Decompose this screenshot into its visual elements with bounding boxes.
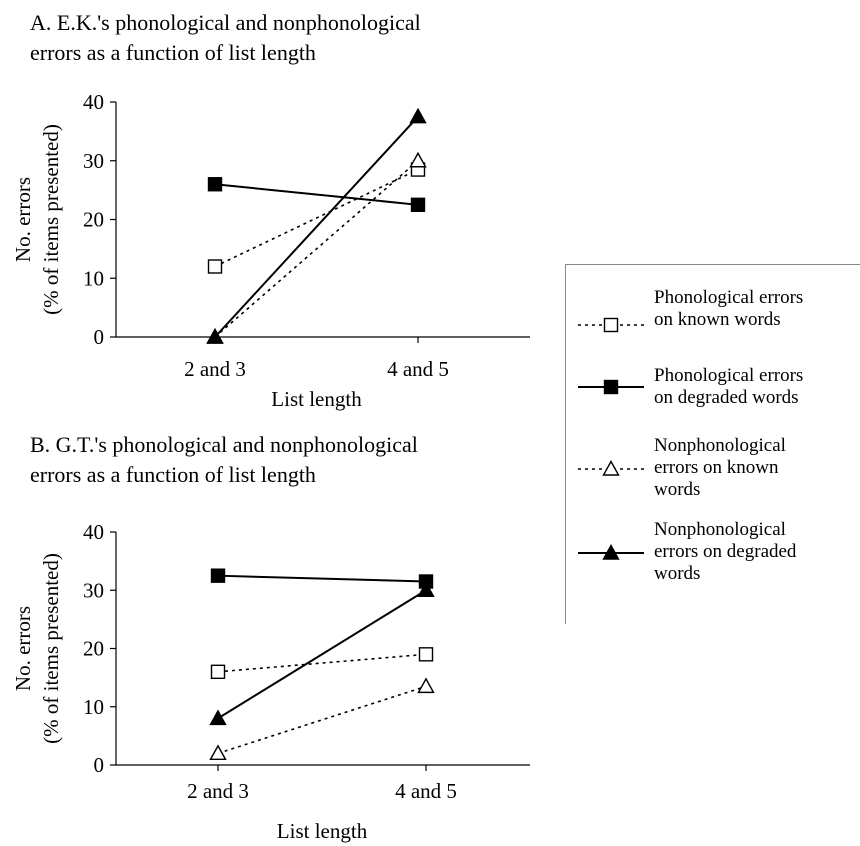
legend-item-nonphonological-degraded: Nonphonological errors on degraded words	[566, 519, 860, 599]
legend-label-phonological-degraded: Phonological errors on degraded words	[654, 365, 804, 408]
legend-label-nonphonological-known: Nonphonological errors on known words	[654, 435, 786, 500]
data-point-nd	[409, 107, 427, 124]
legend-marker	[602, 460, 620, 476]
y-tick-label: 30	[83, 578, 104, 602]
y-axis-label: No. errors	[11, 177, 35, 262]
x-tick-label: 4 and 5	[387, 357, 449, 381]
chart-a-title: A. E.K.'s phonological and nonphonologic…	[30, 10, 421, 65]
legend-label-nonphonological-degraded: Nonphonological errors on degraded words	[654, 519, 797, 584]
series-line-nd	[214, 116, 419, 338]
y-tick-label: 20	[83, 208, 104, 232]
series-line-nk	[217, 685, 427, 755]
x-axis-label: List length	[277, 819, 368, 843]
chart-b-title: B. G.T.'s phonological and nonphonologic…	[30, 432, 418, 487]
y-tick-label: 0	[94, 325, 105, 349]
data-point-nk	[409, 151, 427, 168]
x-tick-label: 2 and 3	[184, 357, 246, 381]
legend-marker	[603, 317, 619, 333]
legend-swatch-phonological-degraded	[578, 379, 644, 395]
series-line-nd	[217, 589, 427, 720]
legend-item-phonological-known: Phonological errors on known words	[566, 287, 860, 367]
data-point-pk	[418, 647, 434, 662]
legend-label-phonological-known: Phonological errors on known words	[654, 287, 804, 330]
series-line-pd	[217, 574, 427, 583]
data-point-pk	[207, 259, 223, 274]
legend-swatch-nonphonological-degraded	[578, 544, 644, 560]
chart-a: 0 10 20 30 40 2 and 3 4 and 5 List length No. er…	[11, 90, 530, 411]
x-tick-label: 2 and 3	[187, 779, 249, 803]
y-tick-label: 10	[83, 695, 104, 719]
series-line-pk	[217, 653, 427, 673]
x-tick-label: 4 and 5	[395, 779, 457, 803]
legend-item-nonphonological-known: Nonphonological errors on known words	[566, 435, 860, 515]
legend-swatch-phonological-known	[578, 317, 644, 333]
series-line-pd	[214, 183, 419, 206]
x-axis-label: List length	[271, 387, 362, 411]
data-point-nk	[209, 744, 227, 761]
y-tick-label: 40	[83, 520, 104, 544]
legend: Phonological errors on known words Phono…	[565, 264, 860, 624]
data-point-nd	[209, 709, 227, 726]
data-point-pd	[207, 177, 223, 192]
chart-b: 0 10 20 30 40 2 and 3 4 and 5 List length No. er…	[11, 520, 530, 843]
y-tick-label: 0	[94, 753, 105, 777]
series-line-nk	[214, 160, 419, 338]
data-point-nd	[417, 581, 435, 597]
y-tick-label: 10	[83, 266, 104, 290]
y-tick-label: 30	[83, 149, 104, 173]
series-line-pk	[214, 168, 419, 268]
data-point-pd	[210, 568, 226, 583]
data-point-pk	[210, 664, 226, 679]
legend-item-phonological-degraded: Phonological errors on degraded words	[566, 365, 860, 445]
y-axis-label: No. errors	[11, 606, 35, 691]
y-tick-label: 40	[83, 90, 104, 114]
y-axis-label-2: (% of items presented)	[39, 124, 63, 315]
legend-marker	[602, 544, 620, 560]
legend-swatch-nonphonological-known	[578, 460, 644, 476]
data-point-pd	[410, 197, 426, 213]
data-point-nd	[206, 328, 224, 344]
data-point-nk	[417, 677, 435, 694]
y-tick-label: 20	[83, 637, 104, 661]
y-axis-label-2: (% of items presented)	[39, 553, 63, 744]
legend-marker	[603, 379, 619, 395]
